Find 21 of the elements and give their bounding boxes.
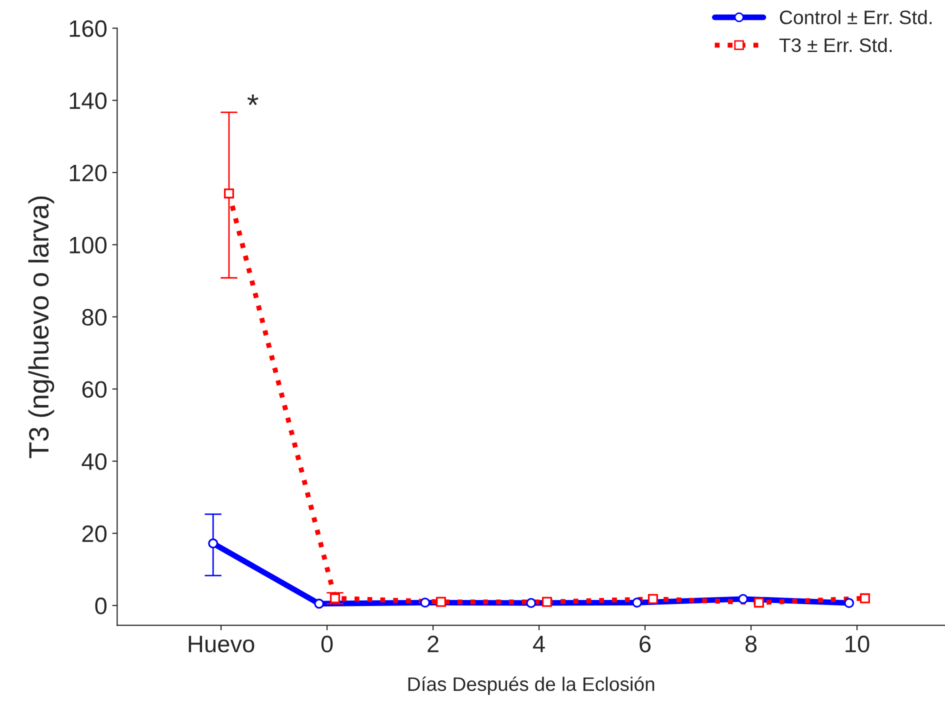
legend-label: T3 ± Err. Std.: [779, 38, 892, 52]
x-tick-label: Huevo: [188, 636, 254, 652]
x-tick-label: 0: [321, 636, 333, 652]
x-tick-label: 4: [533, 636, 545, 652]
y-tick-label: 120: [70, 164, 107, 182]
y-tick-label: 60: [82, 381, 107, 398]
x-tick-label: 6: [640, 636, 651, 652]
x-axis-title: Días Después de la Eclosión: [408, 676, 654, 695]
y-tick-label: 100: [70, 236, 107, 254]
x-tick-label: 8: [745, 636, 757, 652]
x-tick-label: 10: [846, 636, 870, 652]
y-tick-label: 20: [82, 525, 107, 542]
x-tick-label: 2: [428, 636, 438, 652]
y-tick-label: 0: [95, 598, 107, 614]
annotation: *: [247, 94, 258, 106]
y-tick-label: 40: [82, 453, 107, 470]
y-tick-label: 80: [82, 308, 107, 326]
y-tick-label: 140: [70, 92, 107, 110]
y-tick-label: 160: [70, 20, 107, 37]
y-axis-title: T3 (ng/huevo o larva): [28, 196, 54, 458]
legend-label: Control ± Err. Std.: [780, 10, 932, 24]
